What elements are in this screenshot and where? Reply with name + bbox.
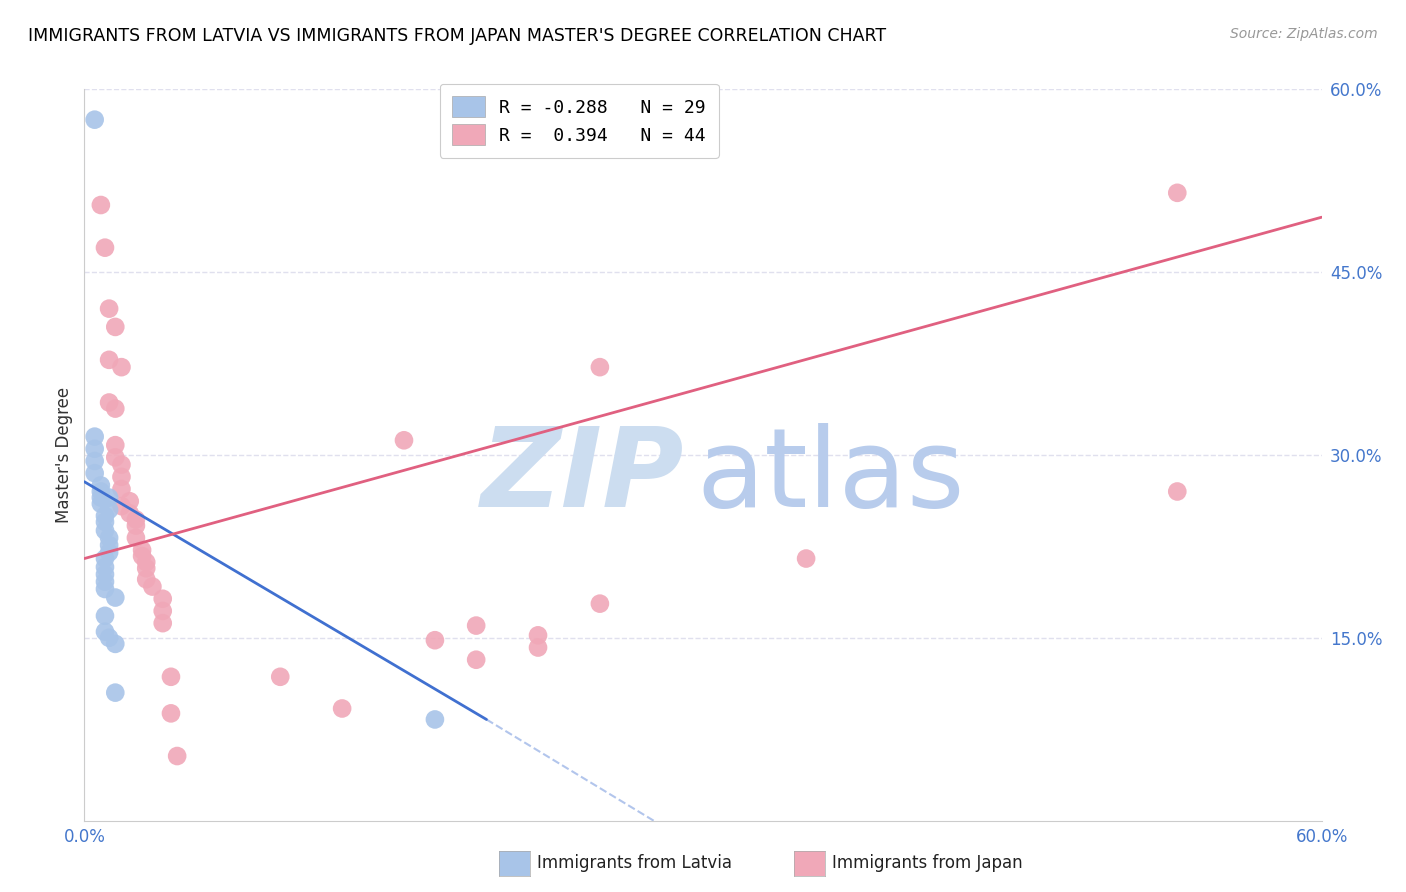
Point <box>527 640 550 655</box>
Point <box>269 670 291 684</box>
Point <box>94 582 117 596</box>
Point <box>110 458 132 472</box>
Point <box>527 628 550 642</box>
Point <box>589 597 612 611</box>
Point <box>104 686 127 700</box>
Point <box>104 591 127 605</box>
Point <box>94 551 117 566</box>
Point <box>94 515 117 529</box>
Point <box>83 454 105 468</box>
Point <box>98 491 121 505</box>
Point <box>104 319 127 334</box>
Point <box>90 478 112 492</box>
Point <box>94 624 117 639</box>
Point <box>98 545 121 559</box>
Point <box>1166 484 1188 499</box>
Text: Immigrants from Latvia: Immigrants from Latvia <box>537 855 733 872</box>
Point <box>98 538 121 552</box>
Point <box>465 653 488 667</box>
Point <box>152 604 174 618</box>
Text: atlas: atlas <box>697 424 966 531</box>
Point <box>166 749 188 764</box>
Point <box>110 499 132 513</box>
Point <box>330 701 353 715</box>
Point <box>94 560 117 574</box>
Point <box>141 580 163 594</box>
Point <box>125 518 148 533</box>
Point <box>152 591 174 606</box>
Point <box>131 549 153 563</box>
Point <box>423 713 446 727</box>
Point <box>110 360 132 375</box>
Point <box>125 512 148 526</box>
Point <box>94 574 117 589</box>
Point <box>104 401 127 416</box>
Text: ZIP: ZIP <box>481 424 685 531</box>
Point <box>94 241 117 255</box>
Legend: R = -0.288   N = 29, R =  0.394   N = 44: R = -0.288 N = 29, R = 0.394 N = 44 <box>440 84 718 158</box>
Point <box>465 618 488 632</box>
Point <box>104 450 127 465</box>
Point <box>392 434 415 448</box>
Point <box>152 616 174 631</box>
Point <box>98 395 121 409</box>
Point <box>104 637 127 651</box>
Y-axis label: Master's Degree: Master's Degree <box>55 387 73 523</box>
Point <box>110 470 132 484</box>
Point <box>135 572 157 586</box>
Point <box>94 567 117 582</box>
Point <box>160 706 183 721</box>
Point <box>83 466 105 480</box>
Point <box>98 352 121 367</box>
Point <box>98 503 121 517</box>
Point <box>589 360 612 375</box>
Point <box>83 442 105 456</box>
Point <box>104 438 127 452</box>
Point <box>94 524 117 538</box>
Point <box>118 507 141 521</box>
Point <box>118 494 141 508</box>
Point <box>135 555 157 569</box>
Text: Source: ZipAtlas.com: Source: ZipAtlas.com <box>1230 27 1378 41</box>
Point <box>90 497 112 511</box>
Point <box>94 508 117 523</box>
Point <box>90 198 112 212</box>
Text: Immigrants from Japan: Immigrants from Japan <box>832 855 1024 872</box>
Point <box>1166 186 1188 200</box>
Point <box>125 531 148 545</box>
Text: IMMIGRANTS FROM LATVIA VS IMMIGRANTS FROM JAPAN MASTER'S DEGREE CORRELATION CHAR: IMMIGRANTS FROM LATVIA VS IMMIGRANTS FRO… <box>28 27 886 45</box>
Point <box>90 484 112 499</box>
Point <box>160 670 183 684</box>
Point <box>98 531 121 545</box>
Point <box>83 112 105 127</box>
Point <box>94 608 117 623</box>
Point <box>135 561 157 575</box>
Point <box>98 301 121 316</box>
Point <box>98 631 121 645</box>
Point <box>423 633 446 648</box>
Point <box>90 491 112 505</box>
Point <box>83 430 105 444</box>
Point <box>110 482 132 496</box>
Point <box>794 551 817 566</box>
Point <box>131 543 153 558</box>
